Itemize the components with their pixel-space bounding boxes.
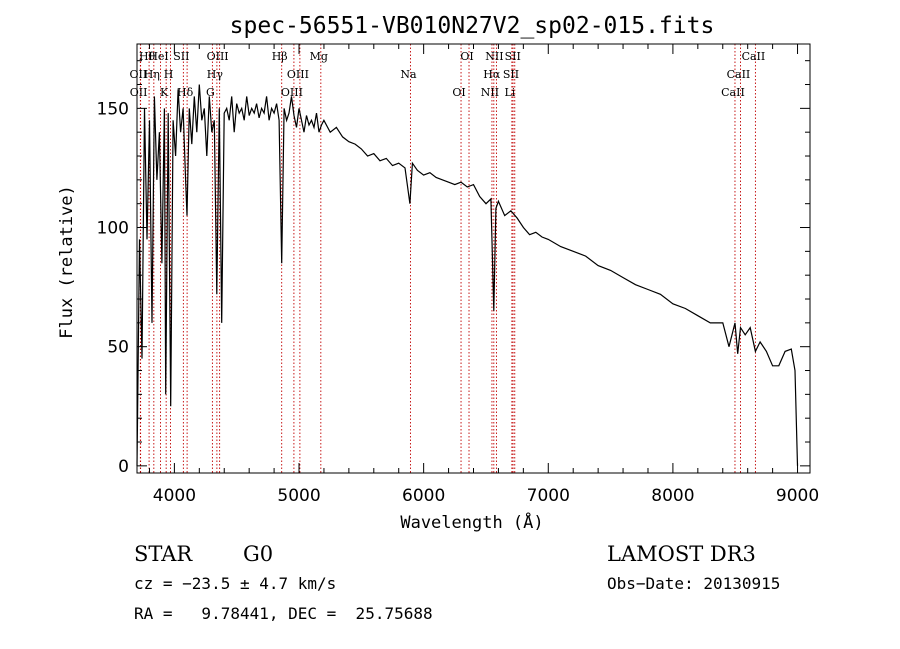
y-tick-label: 50 <box>107 338 129 358</box>
line-marker-label: HeI <box>148 50 168 63</box>
x-tick-label: 6000 <box>402 486 445 506</box>
y-tick-label: 150 <box>97 99 129 119</box>
x-tick-label: 4000 <box>153 486 196 506</box>
line-marker-label: OII <box>130 86 148 99</box>
line-marker-label: Na <box>400 68 417 81</box>
survey-name: LAMOST DR3 <box>607 542 756 566</box>
y-tick-label: 100 <box>97 219 129 239</box>
line-marker-label: OIII <box>207 50 229 63</box>
x-tick-label: 9000 <box>776 486 819 506</box>
line-marker-label: Hθ <box>139 50 156 63</box>
line-marker-label: Hη <box>144 68 160 81</box>
x-axis-label: Wavelength (Å) <box>400 511 543 533</box>
line-marker-label: CaII <box>742 50 766 63</box>
line-marker-label: OIII <box>287 68 309 81</box>
line-annotations: HθOIIOIIHeIHηKSIIHHδOIIIHγGHβOIIIOIIIMgN… <box>130 50 766 99</box>
line-marker-label: Hγ <box>207 68 224 81</box>
line-marker-label: CaII <box>721 86 745 99</box>
line-marker-label: SII <box>505 50 521 63</box>
line-marker-label: Hδ <box>177 86 194 99</box>
line-marker-label: G <box>206 86 215 99</box>
chart-title: spec-56551-VB010N27V2_sp02-015.fits <box>230 13 715 39</box>
observation-date: Obs−Date: 20130915 <box>607 574 780 593</box>
spectrum-line <box>136 84 799 466</box>
line-marker-label: OI <box>452 86 465 99</box>
line-marker-label: SII <box>503 68 519 81</box>
y-axis-label: Flux (relative) <box>57 185 77 339</box>
redshift-velocity: cz = −23.5 ± 4.7 km/s <box>134 574 336 593</box>
coordinates: RA = 9.78441, DEC = 25.75688 <box>134 604 433 623</box>
line-marker-label: Hα <box>483 68 501 81</box>
x-axis-ticks: 4000 5000 6000 7000 8000 9000 <box>148 44 819 506</box>
line-marker-label: NII <box>485 50 503 63</box>
line-marker-label: Hβ <box>272 50 288 63</box>
line-marker-label: OII <box>130 68 148 81</box>
line-marker-label: H <box>164 68 174 81</box>
line-marker-label: Li <box>504 86 515 99</box>
x-tick-label: 7000 <box>527 486 570 506</box>
line-marker-label: OIII <box>281 86 303 99</box>
object-subclass: G0 <box>243 542 273 566</box>
x-tick-label: 5000 <box>277 486 320 506</box>
y-tick-label: 0 <box>118 457 129 477</box>
object-class: STAR <box>134 542 193 566</box>
line-marker-label: CaII <box>727 68 751 81</box>
line-marker-label: NII <box>481 86 499 99</box>
line-marker-label: Mg <box>310 50 328 63</box>
line-marker-label: SII <box>173 50 189 63</box>
y-axis-ticks: 0 50 100 150 <box>97 60 810 477</box>
x-tick-label: 8000 <box>651 486 694 506</box>
line-marker-label: K <box>160 86 169 99</box>
line-marker-label: OI <box>460 50 473 63</box>
